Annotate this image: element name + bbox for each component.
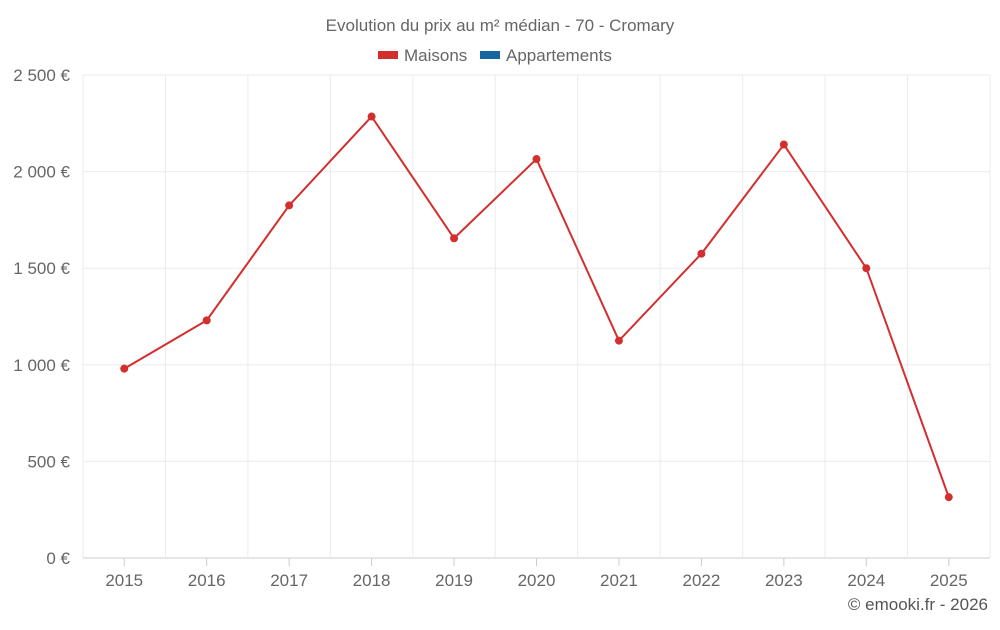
data-point[interactable] <box>614 336 623 345</box>
x-tick-label: 2015 <box>105 571 143 590</box>
y-axis: 0 € 500 € 1 000 € 1 500 € 2 000 € 2 500 € <box>13 66 70 568</box>
legend-swatch-appartements <box>480 51 500 59</box>
x-tick-label: 2021 <box>600 571 638 590</box>
data-point[interactable] <box>862 264 871 273</box>
y-tick-label: 1 500 € <box>13 259 70 278</box>
x-tick-label: 2025 <box>930 571 968 590</box>
x-tick-label: 2016 <box>188 571 226 590</box>
grid <box>82 74 991 559</box>
y-tick-label: 0 € <box>46 549 70 568</box>
x-tick-label: 2017 <box>270 571 308 590</box>
data-point[interactable] <box>202 316 211 325</box>
data-point[interactable] <box>532 155 541 164</box>
x-axis: 2015 2016 2017 2018 2019 2020 2021 2022 2023 2024… <box>105 558 968 590</box>
y-tick-label: 1 000 € <box>13 356 70 375</box>
data-point[interactable] <box>944 493 953 502</box>
x-tick-label: 2020 <box>518 571 556 590</box>
data-point[interactable] <box>697 249 706 258</box>
data-point[interactable] <box>779 140 788 149</box>
legend[interactable]: Maisons Appartements <box>378 46 612 65</box>
x-tick-label: 2019 <box>435 571 473 590</box>
data-point[interactable] <box>450 234 459 243</box>
y-tick-label: 2 500 € <box>13 66 70 85</box>
data-point[interactable] <box>285 201 294 210</box>
series-group <box>120 112 953 502</box>
legend-swatch-maisons <box>378 51 398 59</box>
data-point[interactable] <box>120 364 129 373</box>
data-point[interactable] <box>367 112 376 121</box>
legend-item-appartements[interactable]: Appartements <box>480 46 612 65</box>
legend-label-maisons: Maisons <box>404 46 467 65</box>
x-tick-label: 2018 <box>353 571 391 590</box>
x-tick-label: 2024 <box>847 571 885 590</box>
y-tick-label: 500 € <box>27 452 70 471</box>
legend-label-appartements: Appartements <box>506 46 612 65</box>
chart-title: Evolution du prix au m² médian - 70 - Cr… <box>326 16 675 35</box>
x-tick-label: 2022 <box>682 571 720 590</box>
y-tick-label: 2 000 € <box>13 163 70 182</box>
x-tick-label: 2023 <box>765 571 803 590</box>
legend-item-maisons[interactable]: Maisons <box>378 46 467 65</box>
credit-text: © emooki.fr - 2026 <box>848 595 988 614</box>
